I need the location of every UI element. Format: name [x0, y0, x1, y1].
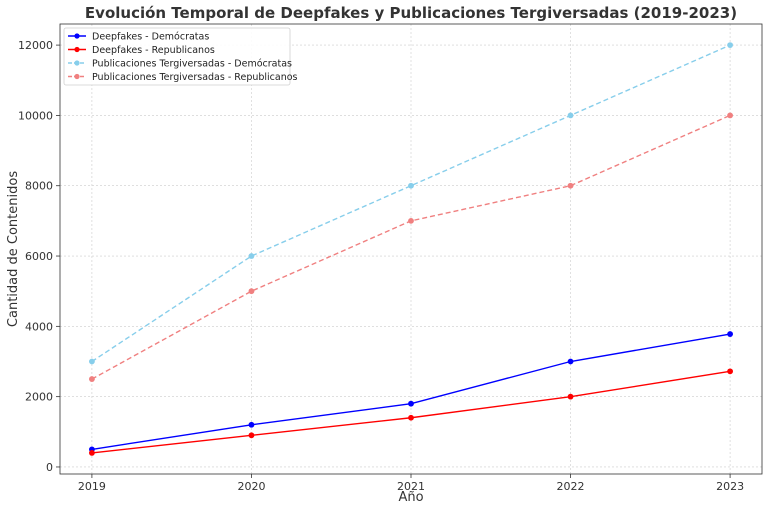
- y-tick-label: 4000: [25, 320, 53, 333]
- grid: [60, 24, 762, 474]
- data-point: [89, 358, 95, 365]
- legend-marker: [74, 33, 80, 39]
- data-point: [567, 182, 574, 189]
- legend-label: Deepfakes - Republicanos: [92, 45, 215, 56]
- series-4: [89, 112, 733, 382]
- data-point: [408, 182, 414, 189]
- data-point: [248, 288, 255, 295]
- x-tick-label: 2022: [557, 480, 585, 493]
- legend-label: Publicaciones Tergiversadas - Republican…: [92, 72, 298, 83]
- data-point: [727, 331, 733, 337]
- series-2: [89, 368, 733, 456]
- data-point: [248, 421, 255, 428]
- legend-item: Publicaciones Tergiversadas - Demócratas: [68, 59, 292, 70]
- data-point: [408, 217, 414, 224]
- series-1: [89, 331, 733, 453]
- data-point: [727, 112, 733, 119]
- data-point: [89, 376, 95, 382]
- legend-item: Deepfakes - Demócratas: [68, 32, 209, 43]
- data-point: [248, 253, 255, 259]
- data-point: [727, 368, 733, 375]
- x-tick-label: 2021: [397, 480, 425, 493]
- legend-marker: [74, 46, 80, 53]
- data-point: [408, 414, 414, 421]
- legend-item: Deepfakes - Republicanos: [68, 45, 215, 56]
- legend-label: Publicaciones Tergiversadas - Demócratas: [92, 59, 292, 70]
- y-tick-label: 2000: [25, 391, 53, 404]
- series-3: [89, 42, 733, 365]
- legend-item: Publicaciones Tergiversadas - Republican…: [68, 72, 298, 83]
- x-ticks: 2019 2020 2021 2022 2023: [78, 474, 744, 493]
- data-point: [567, 112, 574, 119]
- y-axis-label: Cantidad de Contenidos: [6, 171, 21, 327]
- data-point: [567, 358, 574, 365]
- chart-title: Evolución Temporal de Deepfakes y Public…: [85, 4, 737, 22]
- x-tick-label: 2019: [78, 480, 106, 493]
- y-tick-label: 12000: [18, 39, 53, 52]
- legend-marker: [74, 73, 80, 80]
- y-tick-label: 8000: [25, 180, 53, 193]
- legend-box: [63, 27, 291, 86]
- y-tick-label: 6000: [25, 250, 53, 263]
- legend-marker: [74, 60, 80, 66]
- legend: Deepfakes - Demócratas Deepfakes - Republ…: [63, 27, 298, 86]
- legend-label: Deepfakes - Demócratas: [92, 32, 209, 43]
- x-axis-label: Año: [398, 490, 423, 505]
- x-tick-label: 2023: [716, 480, 744, 493]
- data-point: [408, 400, 414, 407]
- y-tick-label: 10000: [18, 109, 53, 122]
- x-tick-label: 2020: [237, 480, 265, 493]
- data-point: [567, 393, 574, 400]
- data-point: [248, 432, 255, 439]
- y-tick-label: 0: [46, 461, 53, 474]
- data-point: [727, 42, 733, 48]
- data-point: [89, 450, 95, 456]
- y-ticks: 0 2000 4000 6000 8000 10000 12000: [18, 39, 60, 474]
- series-layer: [89, 42, 733, 456]
